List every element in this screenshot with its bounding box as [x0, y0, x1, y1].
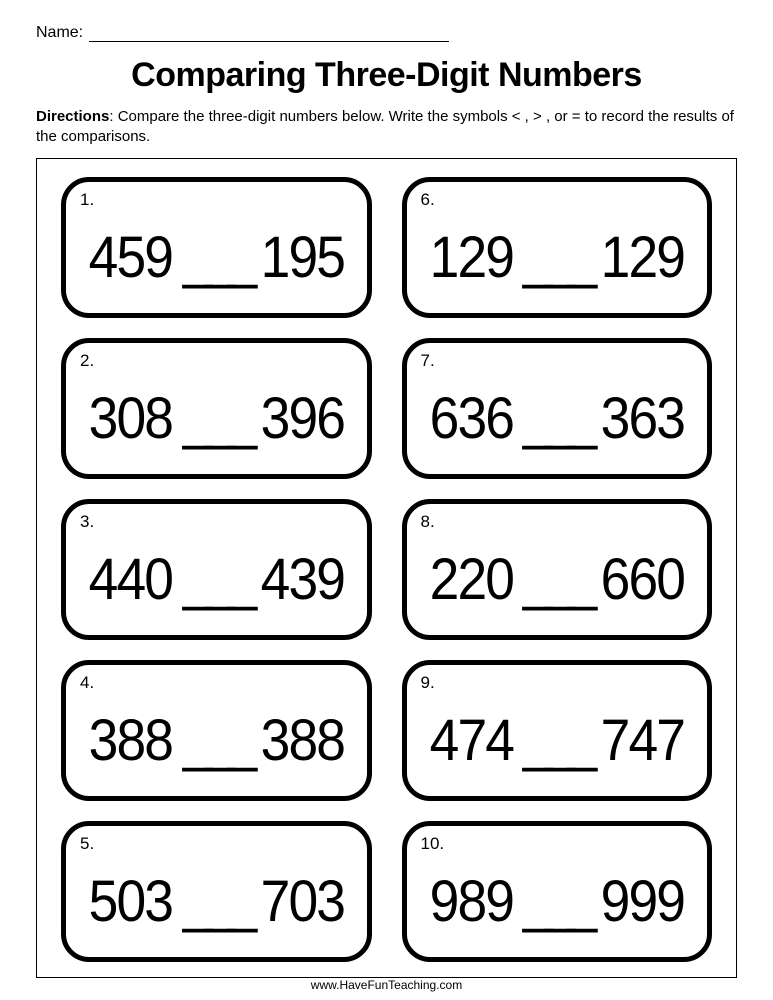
- problem-number: 10.: [421, 834, 694, 854]
- name-label: Name:: [36, 24, 83, 42]
- problem-left-number: 129: [429, 224, 513, 291]
- problem-right-number: 660: [601, 546, 685, 613]
- problem-card: 10.989___999: [402, 821, 713, 962]
- problem-expression: 989___999: [421, 856, 694, 957]
- answer-blank[interactable]: ___: [523, 868, 590, 935]
- problem-card: 6.129___129: [402, 177, 713, 318]
- answer-blank[interactable]: ___: [183, 868, 250, 935]
- problem-number: 4.: [80, 673, 353, 693]
- problem-right-number: 439: [260, 546, 344, 613]
- problem-left-number: 503: [89, 868, 173, 935]
- answer-blank[interactable]: ___: [523, 546, 590, 613]
- problem-left-number: 308: [89, 385, 173, 452]
- problem-card: 1.459___195: [61, 177, 372, 318]
- problem-number: 9.: [421, 673, 694, 693]
- problem-left-number: 220: [429, 546, 513, 613]
- problem-right-number: 363: [601, 385, 685, 452]
- problem-number: 8.: [421, 512, 694, 532]
- answer-blank[interactable]: ___: [183, 546, 250, 613]
- problem-right-number: 999: [601, 868, 685, 935]
- problem-right-number: 129: [601, 224, 685, 291]
- answer-blank[interactable]: ___: [523, 707, 590, 774]
- problem-number: 3.: [80, 512, 353, 532]
- problem-card: 9.474___747: [402, 660, 713, 801]
- problem-right-number: 388: [260, 707, 344, 774]
- problem-right-number: 703: [260, 868, 344, 935]
- name-input-line[interactable]: [89, 24, 449, 42]
- problem-number: 5.: [80, 834, 353, 854]
- footer-attribution: www.HaveFunTeaching.com: [0, 978, 773, 992]
- problem-right-number: 747: [601, 707, 685, 774]
- answer-blank[interactable]: ___: [183, 707, 250, 774]
- answer-blank[interactable]: ___: [183, 224, 250, 291]
- worksheet-container: 1.459___1952.308___3963.440___4394.388__…: [36, 158, 737, 978]
- answer-blank[interactable]: ___: [523, 224, 590, 291]
- problem-card: 4.388___388: [61, 660, 372, 801]
- problem-card: 7.636___363: [402, 338, 713, 479]
- problem-grid: 1.459___1952.308___3963.440___4394.388__…: [61, 177, 712, 963]
- name-field-row: Name:: [36, 24, 737, 42]
- problem-card: 2.308___396: [61, 338, 372, 479]
- problem-left-number: 989: [429, 868, 513, 935]
- directions-text: Directions: Compare the three-digit numb…: [36, 107, 737, 148]
- problem-number: 2.: [80, 351, 353, 371]
- problem-expression: 220___660: [421, 534, 694, 635]
- problem-number: 6.: [421, 190, 694, 210]
- problem-number: 7.: [421, 351, 694, 371]
- problem-expression: 503___703: [80, 856, 353, 957]
- problem-card: 3.440___439: [61, 499, 372, 640]
- directions-label: Directions: [36, 108, 109, 125]
- problem-left-number: 388: [89, 707, 173, 774]
- answer-blank[interactable]: ___: [183, 385, 250, 452]
- problem-left-number: 474: [429, 707, 513, 774]
- problem-left-number: 636: [429, 385, 513, 452]
- problem-left-number: 440: [89, 546, 173, 613]
- problem-expression: 474___747: [421, 695, 694, 796]
- page-title: Comparing Three-Digit Numbers: [36, 56, 737, 95]
- problem-card: 5.503___703: [61, 821, 372, 962]
- problem-right-number: 195: [260, 224, 344, 291]
- problem-expression: 636___363: [421, 373, 694, 474]
- problem-expression: 308___396: [80, 373, 353, 474]
- problem-expression: 129___129: [421, 212, 694, 313]
- problem-left-number: 459: [89, 224, 173, 291]
- problem-number: 1.: [80, 190, 353, 210]
- problem-expression: 388___388: [80, 695, 353, 796]
- problem-expression: 459___195: [80, 212, 353, 313]
- directions-body: : Compare the three-digit numbers below.…: [36, 108, 734, 145]
- problem-card: 8.220___660: [402, 499, 713, 640]
- problem-expression: 440___439: [80, 534, 353, 635]
- problem-right-number: 396: [260, 385, 344, 452]
- answer-blank[interactable]: ___: [523, 385, 590, 452]
